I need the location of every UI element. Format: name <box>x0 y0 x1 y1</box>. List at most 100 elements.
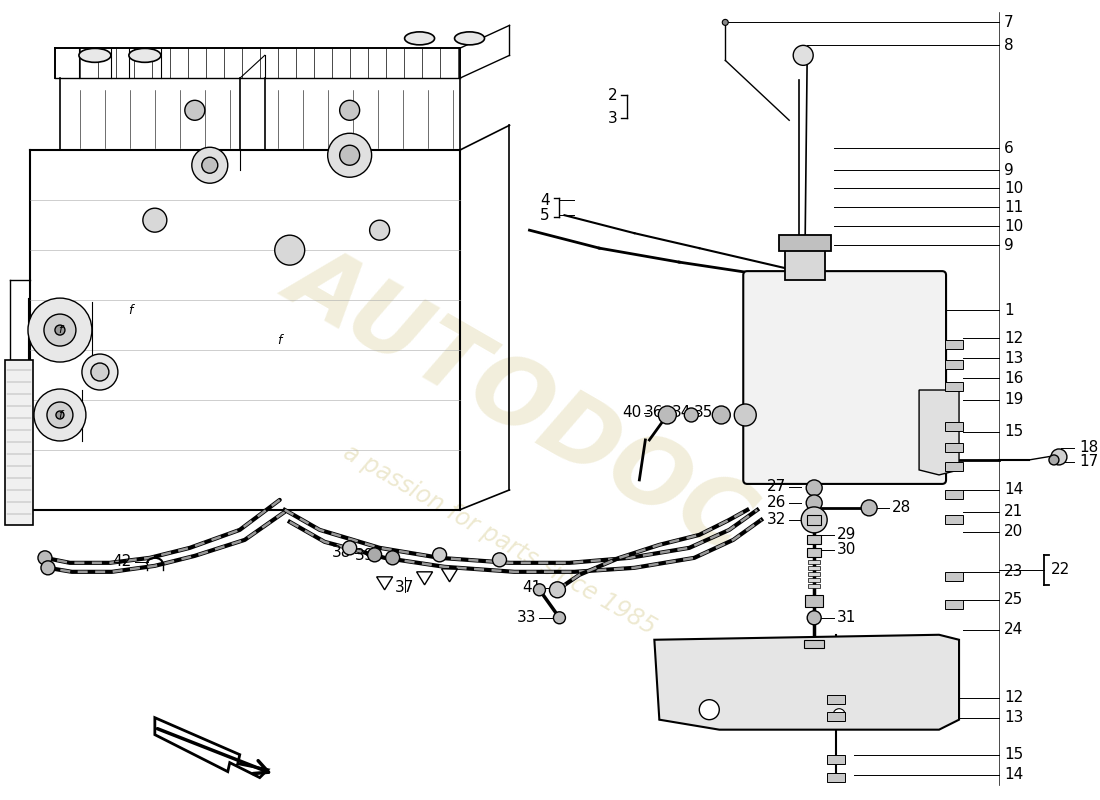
Bar <box>805 595 823 606</box>
Bar <box>945 515 962 524</box>
Bar <box>804 640 824 648</box>
Circle shape <box>56 411 64 419</box>
Text: 15: 15 <box>1004 747 1023 762</box>
Text: 1: 1 <box>1004 302 1013 318</box>
Circle shape <box>367 548 382 562</box>
Circle shape <box>39 551 52 565</box>
Circle shape <box>191 147 228 183</box>
Circle shape <box>340 146 360 166</box>
Circle shape <box>861 500 877 516</box>
Circle shape <box>553 612 565 624</box>
Text: 32: 32 <box>767 512 786 527</box>
Circle shape <box>806 495 822 511</box>
Circle shape <box>806 480 822 496</box>
Text: 31: 31 <box>837 610 857 626</box>
Text: 30: 30 <box>837 542 857 558</box>
Circle shape <box>658 406 676 424</box>
Circle shape <box>550 582 565 598</box>
Text: 3: 3 <box>607 110 617 126</box>
Text: 8: 8 <box>1004 38 1013 53</box>
Ellipse shape <box>129 48 161 62</box>
Circle shape <box>432 548 447 562</box>
Circle shape <box>723 19 728 26</box>
Bar <box>808 566 821 570</box>
Bar <box>779 235 832 251</box>
Bar <box>808 572 821 576</box>
Ellipse shape <box>405 32 435 45</box>
Bar <box>808 560 821 564</box>
Circle shape <box>328 134 372 178</box>
Text: 38: 38 <box>332 546 352 560</box>
Circle shape <box>41 561 55 575</box>
Polygon shape <box>654 634 959 730</box>
Text: 15: 15 <box>1004 425 1023 439</box>
Text: 27: 27 <box>767 479 786 494</box>
Text: 40: 40 <box>623 406 641 421</box>
Ellipse shape <box>79 48 111 62</box>
Bar <box>808 584 821 588</box>
Text: 18: 18 <box>1079 441 1098 455</box>
Bar <box>807 535 822 544</box>
Ellipse shape <box>454 32 484 45</box>
Text: 28: 28 <box>892 500 912 515</box>
Text: 10: 10 <box>1004 181 1023 196</box>
Polygon shape <box>920 390 959 475</box>
Circle shape <box>81 354 118 390</box>
Circle shape <box>534 584 546 596</box>
Text: 10: 10 <box>1004 218 1023 234</box>
Text: 26: 26 <box>767 495 786 510</box>
Text: 9: 9 <box>1004 238 1014 253</box>
Circle shape <box>340 100 360 120</box>
Text: 23: 23 <box>1004 564 1023 579</box>
Text: 14: 14 <box>1004 767 1023 782</box>
Text: 42: 42 <box>112 554 132 570</box>
Circle shape <box>28 298 92 362</box>
Text: 37: 37 <box>395 580 415 595</box>
Bar <box>6 360 33 525</box>
Text: 21: 21 <box>1004 504 1023 519</box>
Text: 25: 25 <box>1004 592 1023 607</box>
Circle shape <box>47 402 73 428</box>
Circle shape <box>143 208 167 232</box>
Text: 13: 13 <box>1004 710 1023 725</box>
Text: 11: 11 <box>1004 200 1023 214</box>
Circle shape <box>185 100 205 120</box>
Circle shape <box>386 551 399 565</box>
Circle shape <box>34 389 86 441</box>
Bar <box>807 515 822 525</box>
Circle shape <box>807 610 822 625</box>
Text: 24: 24 <box>1004 622 1023 638</box>
Bar <box>807 548 822 557</box>
Circle shape <box>91 363 109 381</box>
Bar <box>945 360 962 369</box>
Text: 12: 12 <box>1004 330 1023 346</box>
Text: f: f <box>58 325 62 335</box>
Text: 16: 16 <box>1004 370 1023 386</box>
Circle shape <box>793 46 813 66</box>
Circle shape <box>201 158 218 174</box>
Bar <box>827 712 845 721</box>
Circle shape <box>1050 449 1067 465</box>
Circle shape <box>833 709 845 721</box>
Circle shape <box>55 325 65 335</box>
Text: 12: 12 <box>1004 690 1023 706</box>
Bar <box>945 382 962 391</box>
Bar <box>945 462 962 471</box>
Text: 6: 6 <box>1004 141 1014 156</box>
Text: AUTODOC: AUTODOC <box>272 230 767 570</box>
Text: 7: 7 <box>1004 15 1013 30</box>
Text: 36: 36 <box>644 406 663 421</box>
Text: a passion for parts since 1985: a passion for parts since 1985 <box>339 440 660 639</box>
Text: 41: 41 <box>522 580 541 595</box>
Text: f: f <box>128 303 132 317</box>
Text: 39: 39 <box>355 548 375 563</box>
Text: 33: 33 <box>517 610 537 626</box>
Bar <box>945 600 962 609</box>
Text: 4: 4 <box>540 193 550 208</box>
Text: 9: 9 <box>1004 162 1014 178</box>
Bar <box>945 340 962 349</box>
Bar <box>785 250 825 280</box>
Text: 17: 17 <box>1079 454 1098 470</box>
Bar <box>827 754 845 764</box>
Bar <box>808 578 821 582</box>
